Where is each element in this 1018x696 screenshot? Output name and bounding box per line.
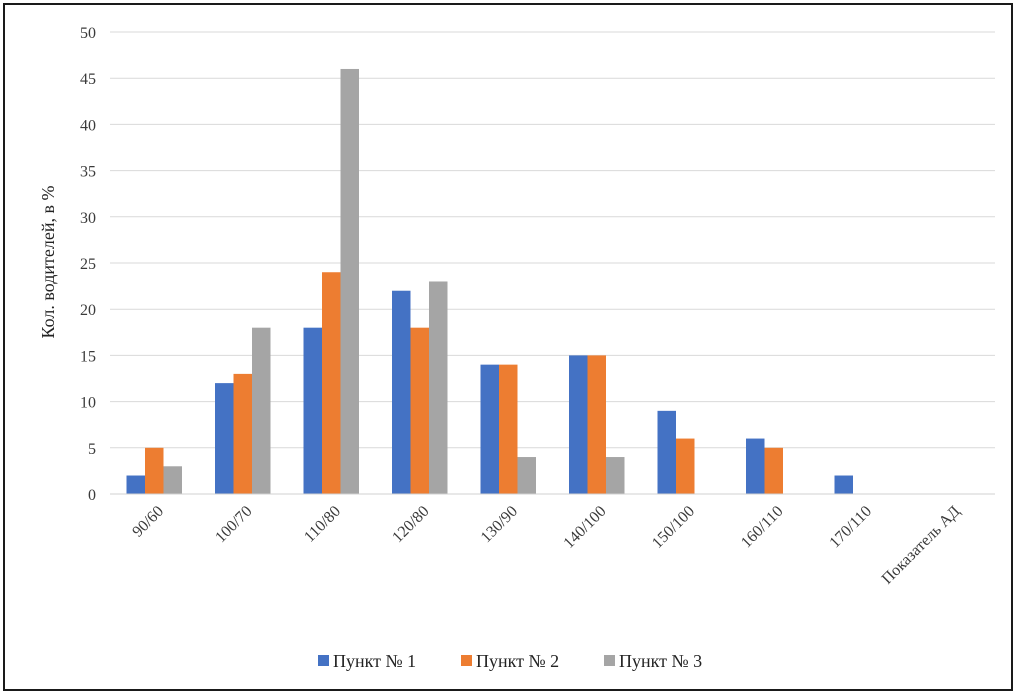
chart-frame xyxy=(3,3,1013,691)
bar xyxy=(163,466,182,494)
x-tick-label: 160/110 xyxy=(738,503,787,552)
x-tick-label: 90/60 xyxy=(129,503,167,541)
bar xyxy=(392,290,411,494)
y-tick-label: 20 xyxy=(80,302,96,319)
legend-swatch xyxy=(461,655,472,666)
legend-item: Пункт № 2 xyxy=(461,651,559,671)
legend-label: Пункт № 3 xyxy=(619,651,702,671)
legend-label: Пункт № 2 xyxy=(476,651,559,671)
x-tick-label: 130/90 xyxy=(478,503,521,546)
bar xyxy=(126,475,145,494)
bar xyxy=(746,438,765,494)
bar xyxy=(569,355,588,494)
legend-item: Пункт № 3 xyxy=(604,651,702,671)
bar xyxy=(499,364,518,494)
y-tick-label: 50 xyxy=(80,25,96,42)
bar xyxy=(252,327,271,494)
legend-label: Пункт № 1 xyxy=(333,651,416,671)
bar xyxy=(676,438,695,494)
y-axis-ticks: 0 5 10 15 20 25 30 35 40 45 50 xyxy=(80,25,96,504)
y-tick-label: 40 xyxy=(80,117,96,134)
bar xyxy=(517,457,536,494)
bar xyxy=(429,281,448,494)
bar xyxy=(145,447,164,494)
y-tick-label: 45 xyxy=(80,71,96,88)
bars xyxy=(126,68,853,495)
bar xyxy=(340,68,359,495)
x-tick-label: Показатель АД xyxy=(879,503,964,588)
bar xyxy=(834,475,853,494)
bar xyxy=(215,383,234,494)
legend-swatch xyxy=(604,655,615,666)
bar xyxy=(764,447,783,494)
bar xyxy=(587,355,606,494)
x-tick-label: 170/110 xyxy=(826,503,875,552)
bar xyxy=(322,272,341,494)
bar xyxy=(657,410,676,494)
legend-swatch xyxy=(318,655,329,666)
y-tick-label: 0 xyxy=(88,487,96,504)
bar xyxy=(606,457,625,494)
bar xyxy=(480,364,499,494)
x-tick-label: 140/100 xyxy=(560,503,609,552)
bar xyxy=(303,327,322,494)
x-tick-label: 110/80 xyxy=(301,503,344,546)
y-tick-label: 25 xyxy=(80,256,96,273)
y-tick-label: 15 xyxy=(80,348,96,365)
y-tick-label: 5 xyxy=(88,441,96,458)
legend-item: Пункт № 1 xyxy=(318,651,416,671)
y-axis-label: Кол. водителей, в % xyxy=(38,186,58,339)
y-tick-label: 35 xyxy=(80,164,96,181)
x-tick-label: 100/70 xyxy=(212,503,255,546)
bar xyxy=(233,373,252,494)
x-tick-label: 150/100 xyxy=(649,503,698,552)
x-tick-label: 120/80 xyxy=(389,503,432,546)
x-axis-ticks: 90/60 100/70 110/80 120/80 130/90 140/100 150/… xyxy=(129,503,963,588)
legend: Пункт № 1 Пункт № 2 Пункт № 3 xyxy=(318,651,702,671)
bar xyxy=(410,327,429,494)
y-tick-label: 10 xyxy=(80,395,96,412)
y-tick-label: 30 xyxy=(80,210,96,227)
